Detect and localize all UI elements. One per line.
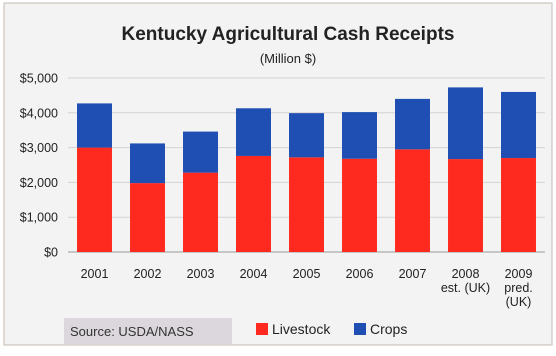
bar-livestock bbox=[183, 172, 218, 252]
x-tick-label: 2008 bbox=[452, 267, 480, 281]
x-tick-label: 2003 bbox=[187, 267, 215, 281]
y-tick-label: $3,000 bbox=[20, 141, 58, 155]
bar-crops bbox=[130, 143, 165, 184]
y-tick-label: $2,000 bbox=[20, 176, 58, 190]
bar-livestock bbox=[501, 158, 536, 252]
legend-swatch-crops bbox=[354, 323, 366, 335]
bar-crops bbox=[289, 113, 324, 158]
bar-livestock bbox=[130, 183, 165, 252]
y-axis-tick-labels: $0 $1,000 $2,000 $3,000 $4,000 $5,000 bbox=[20, 72, 58, 260]
bar-crops bbox=[448, 87, 483, 160]
bar-crops bbox=[501, 91, 536, 159]
bars bbox=[77, 87, 536, 252]
legend-label-livestock: Livestock bbox=[272, 321, 331, 337]
bar-livestock bbox=[395, 149, 430, 252]
chart-subtitle: (Million $) bbox=[260, 51, 316, 66]
source-note: Source: USDA/NASS bbox=[70, 324, 194, 339]
y-tick-label: $5,000 bbox=[20, 72, 58, 86]
bar-crops bbox=[395, 98, 430, 150]
y-tick-label: $0 bbox=[44, 246, 58, 260]
legend-label-crops: Crops bbox=[370, 321, 407, 337]
bar-crops bbox=[236, 108, 271, 156]
source-box bbox=[64, 318, 232, 344]
x-tick-label: 2005 bbox=[293, 267, 321, 281]
x-tick-label: 2001 bbox=[81, 267, 109, 281]
bar-crops bbox=[77, 103, 112, 148]
bar-livestock bbox=[342, 158, 377, 252]
x-tick-label: 2002 bbox=[134, 267, 162, 281]
x-tick-label: 2009 bbox=[505, 267, 533, 281]
x-tick-label: 2004 bbox=[240, 267, 268, 281]
x-tick-label: 2007 bbox=[399, 267, 427, 281]
bar-livestock bbox=[289, 157, 324, 252]
x-tick-label: (UK) bbox=[506, 295, 532, 309]
x-tick-label: pred. bbox=[504, 281, 533, 295]
y-tick-label: $4,000 bbox=[20, 106, 58, 120]
y-tick-label: $1,000 bbox=[20, 211, 58, 225]
bar-livestock bbox=[448, 159, 483, 252]
bar-livestock bbox=[77, 147, 112, 252]
chart-title: Kentucky Agricultural Cash Receipts bbox=[122, 24, 455, 45]
bar-crops bbox=[342, 112, 377, 159]
x-tick-label: est. (UK) bbox=[441, 281, 490, 295]
x-tick-label: 2006 bbox=[346, 267, 374, 281]
legend-swatch-livestock bbox=[256, 323, 268, 335]
bar-crops bbox=[183, 131, 218, 173]
legend: Livestock Crops bbox=[256, 321, 407, 337]
bar-livestock bbox=[236, 155, 271, 252]
